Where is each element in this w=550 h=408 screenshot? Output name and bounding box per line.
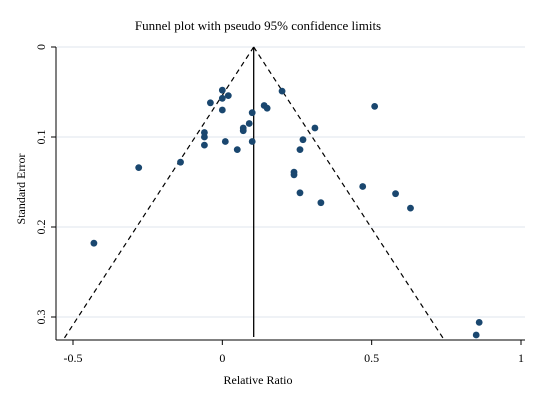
x-axis-label: Relative Ratio: [224, 373, 293, 387]
study-point-10: [239, 127, 247, 135]
x-tick-label-2: 0.5: [364, 351, 379, 365]
grid-lines: [57, 46, 525, 318]
y-axis-label: Standard Error: [14, 154, 28, 225]
x-tick-label-3: 1: [518, 351, 524, 365]
study-point-22: [299, 136, 307, 144]
study-point-6: [218, 106, 226, 114]
study-point-12: [201, 133, 208, 141]
study-point-18: [135, 164, 143, 172]
study-point-1: [224, 92, 232, 99]
study-point-19: [278, 87, 286, 95]
x-tick-label-1: 0: [219, 351, 225, 365]
study-point-28: [392, 190, 399, 198]
study-point-21: [311, 124, 319, 132]
funnel-confidence-limits: [62, 46, 445, 340]
axis-ticks: 0 0.1 0.2 0.3 -0.5 0 0.5 1: [34, 44, 524, 365]
study-point-13: [248, 138, 256, 145]
study-point-29: [317, 199, 325, 207]
study-point-15: [201, 141, 208, 149]
x-tick-label-0: -0.5: [64, 351, 83, 365]
study-point-7: [248, 109, 256, 117]
study-point-14: [221, 138, 229, 145]
study-point-23: [296, 146, 304, 154]
study-point-2: [218, 94, 226, 102]
chart-title: Funnel plot with pseudo 95% confidence l…: [135, 18, 381, 33]
y-tick-label-2: 0.2: [34, 220, 48, 235]
y-tick-label-0: 0: [34, 44, 48, 50]
study-point-0: [218, 86, 226, 94]
study-point-16: [233, 146, 241, 154]
study-point-31: [90, 239, 98, 247]
study-point-25: [290, 171, 298, 179]
study-points: [90, 86, 483, 339]
upper-confidence-limit: [253, 46, 445, 340]
study-point-8: [245, 120, 253, 127]
y-tick-label-3: 0.3: [34, 310, 48, 325]
study-point-5: [263, 104, 271, 112]
study-point-20: [371, 103, 379, 110]
study-point-17: [177, 158, 184, 166]
study-point-33: [472, 331, 480, 339]
y-tick-label-1: 0.1: [34, 130, 48, 145]
study-point-30: [407, 204, 414, 212]
study-point-27: [296, 189, 304, 197]
study-point-3: [206, 99, 214, 107]
study-point-26: [359, 183, 367, 190]
study-point-32: [475, 319, 483, 326]
axes: [55, 47, 525, 341]
